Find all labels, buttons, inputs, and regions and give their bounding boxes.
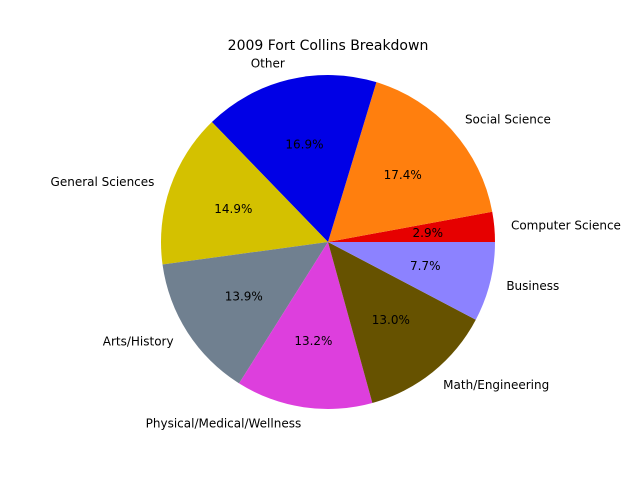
- pct-label-computer-science: 2.9%: [413, 226, 444, 240]
- slice-label-arts-history: Arts/History: [103, 334, 174, 348]
- pct-label-general-sciences: 14.9%: [214, 202, 252, 216]
- pct-label-physical-medical-wellness: 13.2%: [294, 334, 332, 348]
- pie-slice-physical-medical-wellness: [239, 242, 373, 409]
- slice-label-computer-science: Computer Science: [511, 218, 621, 232]
- pct-label-other: 16.9%: [285, 138, 323, 152]
- pct-label-social-science: 17.4%: [384, 168, 422, 182]
- slice-label-other: Other: [251, 56, 285, 70]
- pie-slice-math-engineering: [328, 242, 476, 403]
- pie-slice-social-science: [328, 82, 493, 242]
- slice-label-business: Business: [506, 279, 559, 293]
- pct-label-business: 7.7%: [410, 259, 441, 273]
- pie-labels: Computer Science 2.9% Social Science 17.4% O…: [51, 56, 621, 430]
- pct-label-arts-history: 13.9%: [225, 289, 263, 303]
- pie-slice-arts-history: [162, 242, 328, 384]
- slice-label-general-sciences: General Sciences: [51, 175, 155, 189]
- slice-label-physical-medical-wellness: Physical/Medical/Wellness: [146, 417, 302, 431]
- pie-slice-computer-science: [328, 211, 495, 242]
- slice-label-social-science: Social Science: [465, 113, 551, 127]
- chart-title: 2009 Fort Collins Breakdown: [228, 38, 429, 54]
- slice-label-math-engineering: Math/Engineering: [443, 378, 549, 392]
- pie-slice-business: [328, 242, 495, 320]
- pie-slice-general-sciences: [160, 121, 328, 265]
- pie-slices: [160, 75, 495, 409]
- pie-slice-other: [211, 75, 377, 242]
- pct-label-math-engineering: 13.0%: [372, 313, 410, 327]
